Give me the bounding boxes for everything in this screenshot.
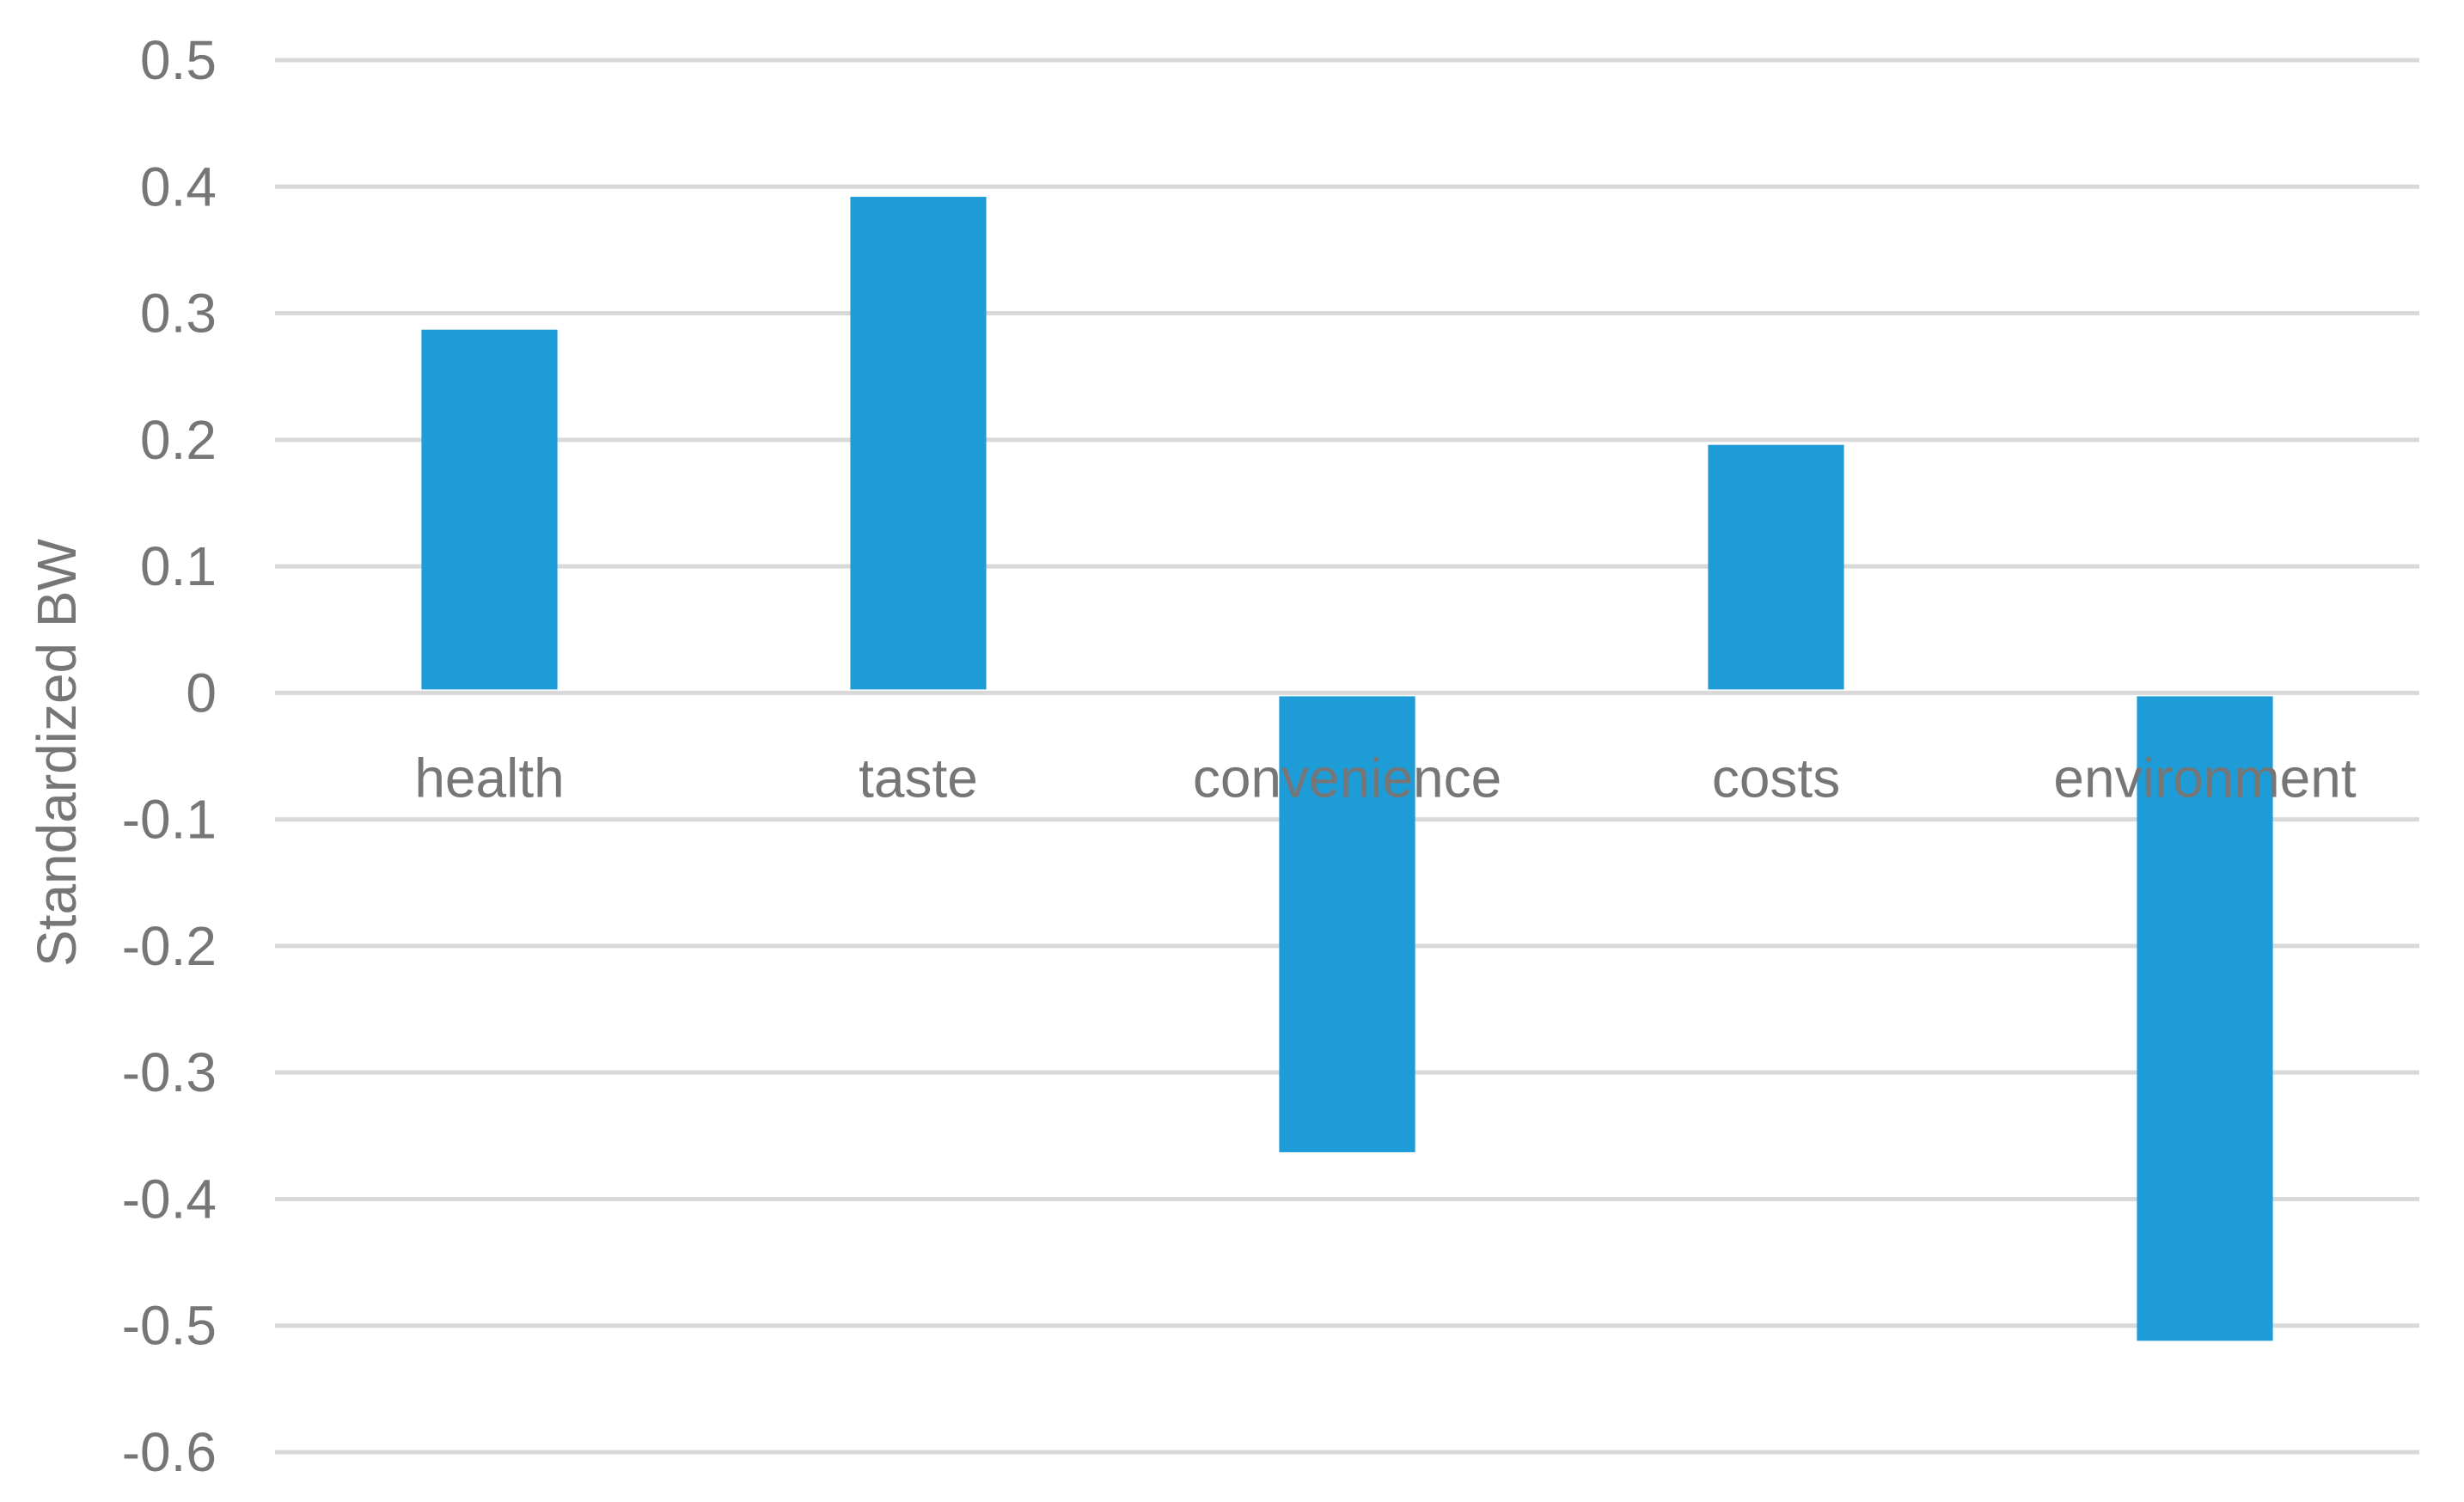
x-tick-label-environment: environment [2053, 747, 2356, 809]
bars [421, 197, 2273, 1341]
y-axis-label: Standardized BW [26, 538, 88, 967]
bar-environment [2137, 696, 2273, 1341]
x-tick-label-health: health [414, 747, 564, 809]
bar-taste [850, 197, 987, 690]
y-tick-label: -0.6 [122, 1421, 217, 1483]
y-tick-label: -0.5 [122, 1295, 217, 1357]
x-tick-label-costs: costs [1712, 747, 1840, 809]
bar-convenience [1279, 696, 1415, 1152]
y-tick-label: -0.3 [122, 1041, 217, 1103]
x-axis-labels: health taste convenience costs environment [414, 747, 2357, 809]
bar-costs [1708, 444, 1844, 690]
x-tick-label-convenience: convenience [1193, 747, 1501, 809]
y-tick-label: 0.3 [140, 283, 217, 345]
y-tick-label: -0.4 [122, 1168, 217, 1230]
y-tick-label: 0.1 [140, 535, 217, 597]
y-tick-label: 0.2 [140, 409, 217, 471]
y-tick-label: 0.5 [140, 29, 217, 91]
bar-health [421, 329, 558, 690]
y-tick-label: -0.1 [122, 789, 217, 851]
y-tick-label: -0.2 [122, 915, 217, 977]
y-axis-ticks: 0.5 0.4 0.3 0.2 0.1 0 -0.1 -0.2 -0.3 -0.4 -0.5 -0.6 [122, 29, 217, 1483]
y-tick-label: 0 [186, 662, 217, 724]
x-tick-label-taste: taste [859, 747, 978, 809]
y-tick-label: 0.4 [140, 156, 217, 217]
